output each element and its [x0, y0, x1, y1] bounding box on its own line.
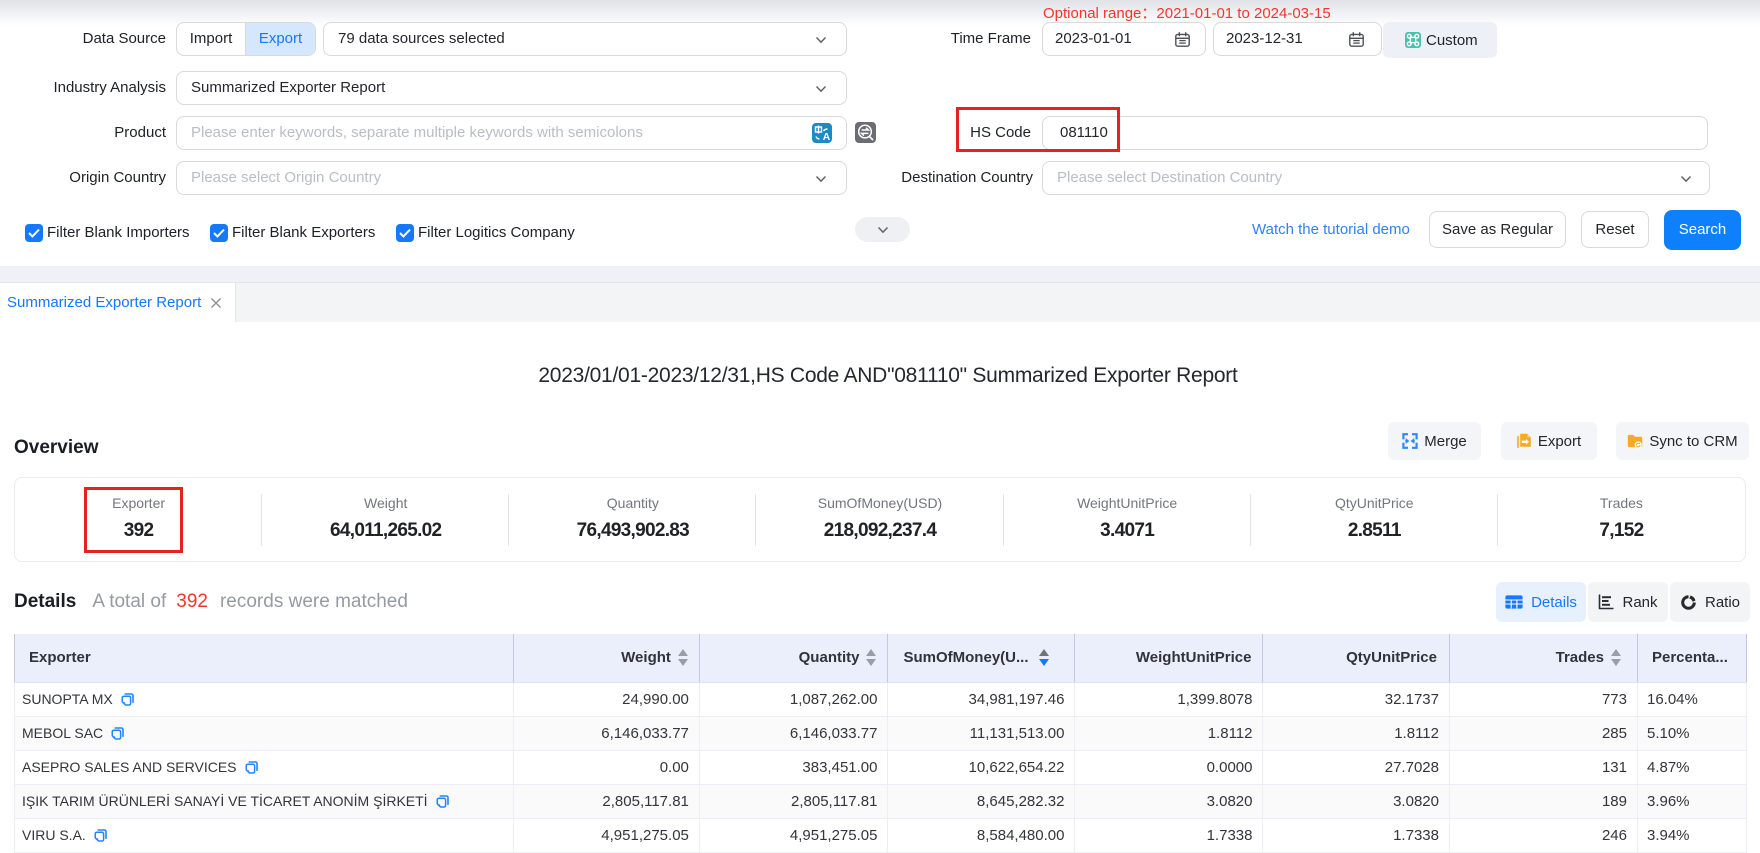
svg-text:A: A: [823, 131, 831, 143]
